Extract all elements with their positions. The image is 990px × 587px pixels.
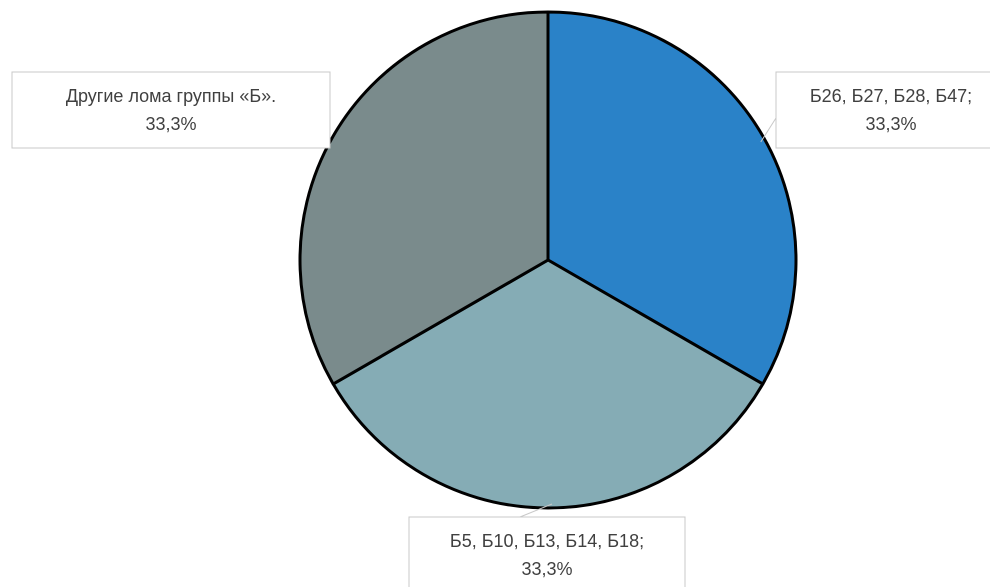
data-label-box-3 [11,71,331,149]
pie-slices [298,10,798,510]
data-label-box-1 [775,71,990,149]
leader-line-1 [760,117,777,143]
data-label-category-1: Б26, Б27, Б28, Б47; [810,86,972,106]
pie-data-labels: Б26, Б27, Б28, Б47; 33,3% Б5, Б10, Б13, Б1… [11,71,990,587]
data-label-category-3: Другие лома группы «Б». [66,86,276,106]
pie-slice-1 [546,10,798,386]
data-label-percent-1: 33,3% [865,114,916,134]
pie-slice-3 [298,10,550,386]
data-label-category-2: Б5, Б10, Б13, Б14, Б18; [450,531,644,551]
pie-slice-2 [331,258,765,510]
data-label-percent-3: 33,3% [145,114,196,134]
data-label-percent-2: 33,3% [521,559,572,579]
data-label-box-2 [408,516,686,587]
leader-line-2 [519,503,553,518]
